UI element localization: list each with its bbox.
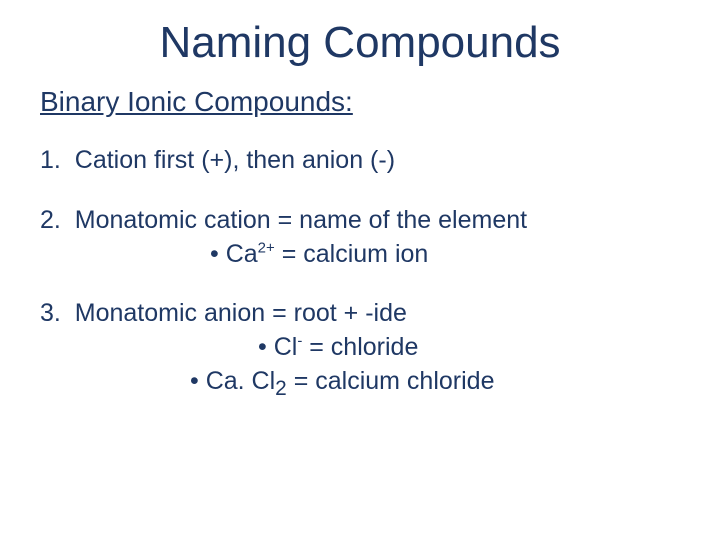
bullet-pre: • Cl — [258, 333, 297, 361]
bullet-sup: 2+ — [258, 239, 275, 256]
point-1-num: 1. — [40, 146, 61, 174]
bullet-post: = calcium chloride — [287, 367, 495, 395]
slide-subtitle: Binary Ionic Compounds: — [40, 86, 680, 118]
slide-title: Naming Compounds — [40, 18, 680, 68]
point-3-bullet-1: • Cl- = chloride — [40, 331, 680, 365]
point-3-text-post: = root + -ide — [265, 299, 407, 327]
point-2-num: 2. — [40, 206, 61, 234]
bullet-pre: • Ca — [210, 240, 258, 268]
point-2: 2. Monatomic cation = name of the elemen… — [40, 204, 680, 272]
point-1-text: Cation first (+), then anion (-) — [75, 146, 395, 174]
bullet-pre: • Ca. Cl — [190, 367, 275, 395]
bullet-sub: 2 — [275, 377, 287, 400]
bullet-post: = chloride — [302, 333, 418, 361]
point-3-text-pre: Monatomic anion — [75, 299, 265, 327]
slide: Naming Compounds Binary Ionic Compounds:… — [0, 0, 720, 540]
point-2-text: Monatomic cation = name of the element — [75, 206, 527, 234]
point-3: 3. Monatomic anion = root + -ide • Cl- =… — [40, 297, 680, 403]
point-3-bullet-2: • Ca. Cl2 = calcium chloride — [40, 365, 680, 403]
point-1: 1. Cation first (+), then anion (-) — [40, 144, 680, 178]
point-3-num: 3. — [40, 299, 61, 327]
bullet-post: = calcium ion — [275, 240, 429, 268]
point-2-bullet-1: • Ca2+ = calcium ion — [40, 238, 680, 272]
